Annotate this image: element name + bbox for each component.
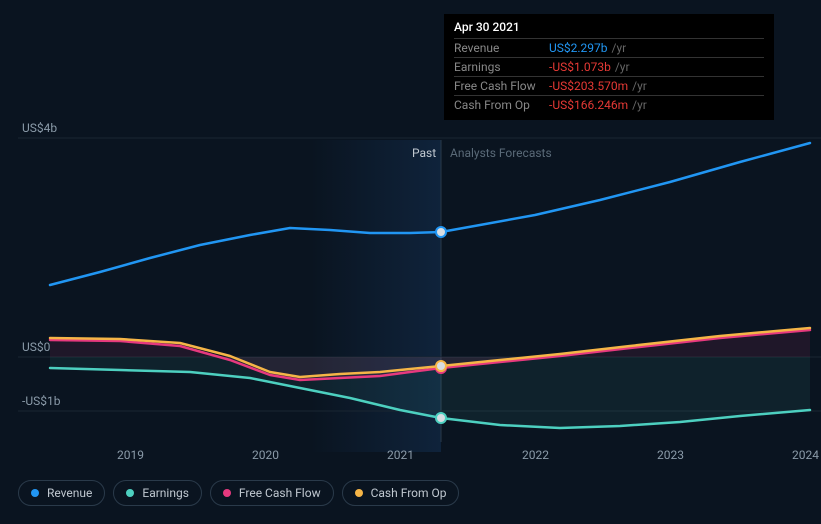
tooltip-unit: /yr	[615, 60, 630, 74]
tooltip-value: -US$203.570m	[549, 79, 628, 93]
tooltip-row-fcf: Free Cash Flow -US$203.570m /yr	[454, 76, 764, 95]
x-tick-label: 2023	[657, 448, 684, 462]
forecast-label: Analysts Forecasts	[450, 146, 552, 160]
legend-label: Cash From Op	[371, 486, 447, 500]
tooltip-row-earnings: Earnings -US$1.073b /yr	[454, 57, 764, 76]
legend-item-cfo[interactable]: Cash From Op	[342, 480, 460, 506]
tooltip-label: Revenue	[454, 41, 549, 55]
x-tick-label: 2024	[792, 448, 819, 462]
y-tick-label: US$4b	[22, 121, 57, 135]
tooltip-row-revenue: Revenue US$2.297b /yr	[454, 38, 764, 57]
tooltip-unit: /yr	[632, 98, 647, 112]
tooltip-value: -US$1.073b	[549, 60, 611, 74]
legend-dot-icon	[31, 489, 39, 497]
legend-item-revenue[interactable]: Revenue	[18, 480, 105, 506]
financials-chart: US$4b US$0 -US$1b 2019 2020 2021 2022 20…	[0, 0, 821, 524]
tooltip-label: Cash From Op	[454, 98, 549, 112]
tooltip-unit: /yr	[632, 79, 647, 93]
legend-item-fcf[interactable]: Free Cash Flow	[210, 480, 334, 506]
past-label: Past	[412, 146, 436, 160]
x-tick-label: 2020	[252, 448, 279, 462]
tooltip-label: Earnings	[454, 60, 549, 74]
legend-dot-icon	[355, 489, 363, 497]
tooltip-row-cfo: Cash From Op -US$166.246m /yr	[454, 95, 764, 114]
x-tick-label: 2022	[522, 448, 549, 462]
y-tick-label: -US$1b	[22, 394, 60, 408]
legend-label: Free Cash Flow	[239, 486, 321, 500]
chart-tooltip: Apr 30 2021 Revenue US$2.297b /yr Earnin…	[444, 14, 774, 120]
x-tick-label: 2019	[117, 448, 144, 462]
legend-dot-icon	[223, 489, 231, 497]
tooltip-label: Free Cash Flow	[454, 79, 549, 93]
y-tick-label: US$0	[22, 340, 50, 354]
tooltip-value: -US$166.246m	[549, 98, 628, 112]
tooltip-date: Apr 30 2021	[454, 20, 764, 38]
legend-label: Earnings	[142, 486, 189, 500]
legend-label: Revenue	[47, 486, 92, 500]
tooltip-unit: /yr	[612, 41, 627, 55]
tooltip-value: US$2.297b	[549, 41, 608, 55]
legend-item-earnings[interactable]: Earnings	[113, 480, 202, 506]
legend-dot-icon	[126, 489, 134, 497]
chart-legend: Revenue Earnings Free Cash Flow Cash Fro…	[18, 480, 459, 506]
x-tick-label: 2021	[387, 448, 414, 462]
